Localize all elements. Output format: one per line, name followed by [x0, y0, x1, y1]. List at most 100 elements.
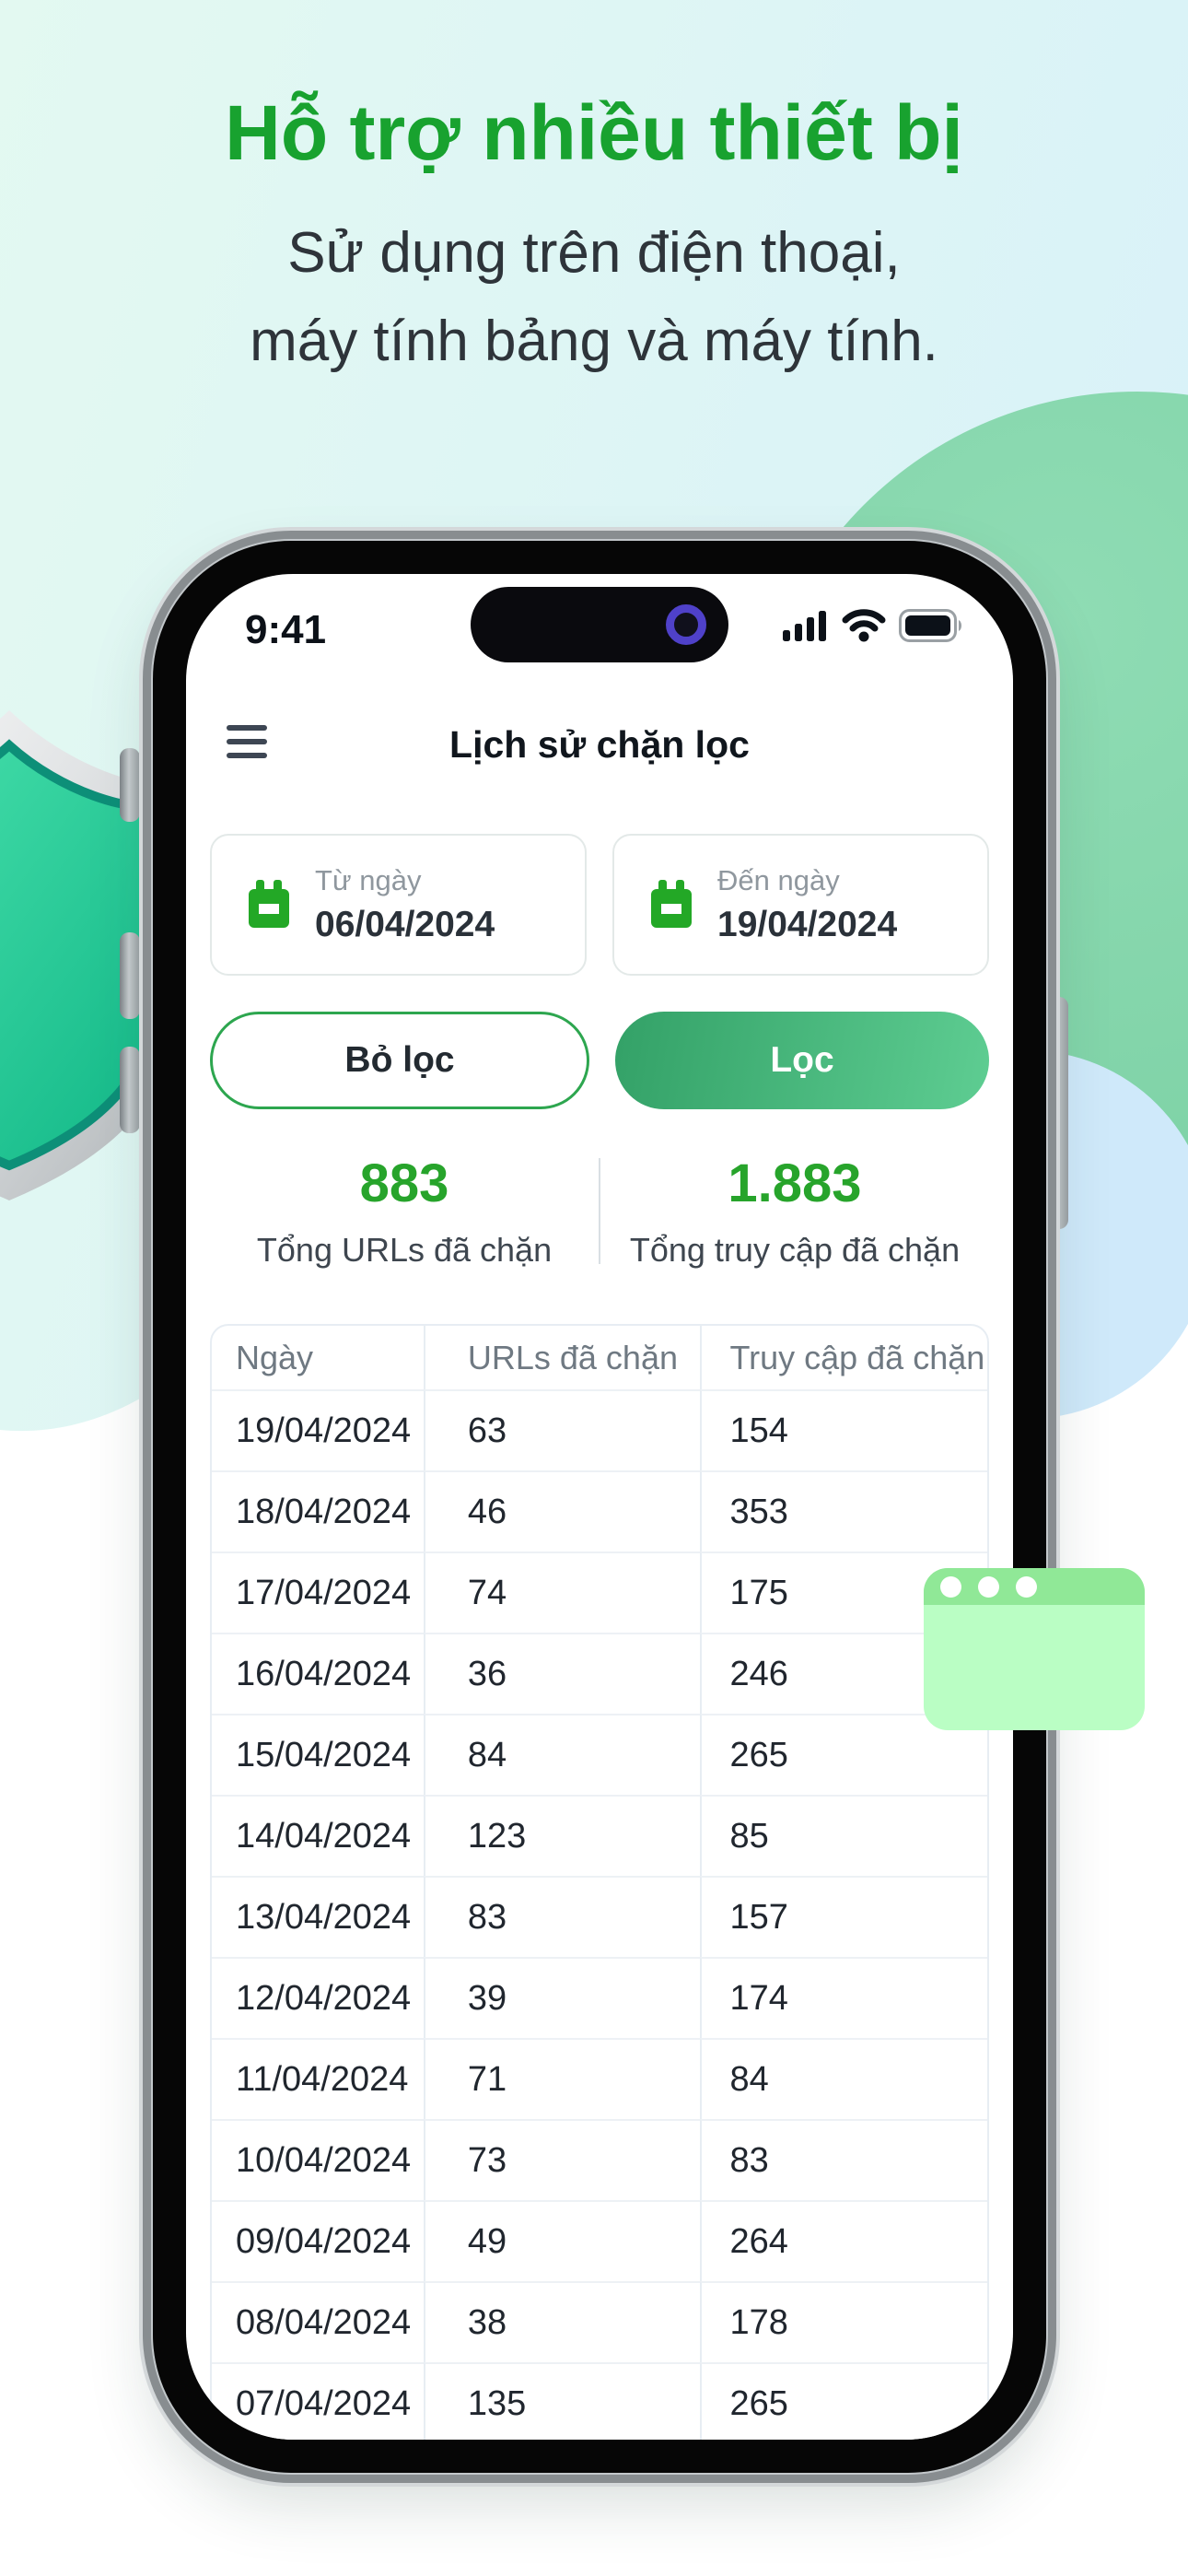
cell-urls-blocked: 123	[423, 1795, 701, 1876]
calendar-icon	[249, 880, 289, 928]
stat-divider	[599, 1158, 600, 1264]
front-camera-icon	[666, 604, 706, 645]
cell-urls-blocked: 74	[423, 1551, 701, 1633]
cell-urls-blocked: 83	[423, 1876, 701, 1957]
to-date-field[interactable]: Đến ngày 19/04/2024	[612, 834, 989, 976]
blocked-visits-count: 1.883	[728, 1153, 862, 1213]
signal-icon	[783, 611, 826, 641]
table-row: 16/04/2024 36 246	[212, 1633, 987, 1714]
blocked-visits-label: Tổng truy cập đã chặn	[629, 1231, 961, 1269]
cell-visits-blocked: 84	[700, 2038, 987, 2119]
hamburger-menu-icon[interactable]	[227, 725, 267, 758]
cell-visits-blocked: 157	[700, 1876, 987, 1957]
cell-visits-blocked: 83	[700, 2119, 987, 2200]
dynamic-island	[471, 587, 728, 662]
browser-window-icon	[924, 1568, 1145, 1730]
table-row: 19/04/2024 63 154	[212, 1389, 987, 1470]
cell-visits-blocked: 265	[700, 1714, 987, 1795]
cell-date: 19/04/2024	[212, 1389, 424, 1470]
hero-section: Hỗ trợ nhiều thiết bị Sử dụng trên điện …	[0, 88, 1188, 386]
cell-visits-blocked: 174	[700, 1957, 987, 2038]
blocked-urls-label: Tổng URLs đã chặn	[256, 1231, 553, 1269]
column-header-visits: Truy cập đã chặn	[700, 1326, 987, 1389]
blocked-visits-stat: 1.883 Tổng truy cập đã chặn	[600, 1153, 989, 1270]
column-header-date: Ngày	[236, 1338, 314, 1376]
cell-date: 11/04/2024	[212, 2038, 424, 2119]
table-row: 18/04/2024 46 353	[212, 1470, 987, 1551]
power-button	[1048, 997, 1068, 1229]
cell-visits-blocked: 246	[700, 1633, 987, 1714]
cell-date: 14/04/2024	[212, 1795, 424, 1876]
table-row: 13/04/2024 83 157	[212, 1876, 987, 1957]
to-date-value: 19/04/2024	[717, 905, 898, 944]
cell-date: 13/04/2024	[212, 1876, 424, 1957]
cell-urls-blocked: 49	[423, 2200, 701, 2281]
status-time: 9:41	[245, 607, 327, 652]
cell-urls-blocked: 84	[423, 1714, 701, 1795]
table-row: 12/04/2024 39 174	[212, 1957, 987, 2038]
cell-visits-blocked: 154	[700, 1389, 987, 1470]
volume-down-button	[120, 1047, 140, 1133]
from-date-value: 06/04/2024	[315, 905, 495, 944]
cell-visits-blocked: 175	[700, 1551, 987, 1633]
phone-mockup: 9:41	[153, 541, 1046, 2473]
column-header-urls: URLs đã chặn	[423, 1326, 701, 1389]
cell-urls-blocked: 73	[423, 2119, 701, 2200]
table-row: 10/04/2024 73 83	[212, 2119, 987, 2200]
table-row: 08/04/2024 38 178	[212, 2281, 987, 2362]
nav-header: Lịch sử chặn lọc	[186, 712, 1013, 777]
cell-date: 12/04/2024	[212, 1957, 424, 2038]
cell-date: 09/04/2024	[212, 2200, 424, 2281]
to-date-label: Đến ngày	[717, 864, 840, 896]
table-row: 14/04/2024 123 85	[212, 1795, 987, 1876]
cell-date: 07/04/2024	[212, 2362, 424, 2440]
cell-visits-blocked: 85	[700, 1795, 987, 1876]
volume-up-button	[120, 932, 140, 1019]
hero-subtitle-line1: Sử dụng trên điện thoại,	[287, 221, 901, 285]
cell-visits-blocked: 265	[700, 2362, 987, 2440]
window-dot-icon	[978, 1575, 999, 1598]
table-row: 15/04/2024 84 265	[212, 1714, 987, 1795]
blocked-urls-count: 883	[359, 1153, 449, 1213]
cell-urls-blocked: 39	[423, 1957, 701, 2038]
from-date-field[interactable]: Từ ngày 06/04/2024	[210, 834, 587, 976]
history-table: Ngày URLs đã chặn Truy cập đã chặn 19/04…	[210, 1324, 989, 2440]
cell-urls-blocked: 63	[423, 1389, 701, 1470]
cell-urls-blocked: 38	[423, 2281, 701, 2362]
browser-window-titlebar	[924, 1568, 1145, 1605]
date-filter-row: Từ ngày 06/04/2024 Đến ngày 19/04/2024	[210, 834, 989, 976]
table-body: 19/04/2024 63 154 18/04/2024 46 353 17/0…	[212, 1389, 987, 2440]
window-dot-icon	[1016, 1575, 1037, 1598]
clear-filter-button[interactable]: Bỏ lọc	[210, 1012, 589, 1109]
calendar-icon	[651, 880, 692, 928]
wifi-icon	[842, 609, 886, 642]
cell-date: 17/04/2024	[212, 1551, 424, 1633]
cell-date: 16/04/2024	[212, 1633, 424, 1714]
cell-visits-blocked: 178	[700, 2281, 987, 2362]
battery-icon	[899, 609, 961, 642]
hero-title: Hỗ trợ nhiều thiết bị	[225, 89, 963, 176]
cell-date: 10/04/2024	[212, 2119, 424, 2200]
table-row: 09/04/2024 49 264	[212, 2200, 987, 2281]
apply-filter-button[interactable]: Lọc	[615, 1012, 989, 1109]
cell-date: 15/04/2024	[212, 1714, 424, 1795]
blocked-urls-stat: 883 Tổng URLs đã chặn	[210, 1153, 599, 1270]
page-title: Lịch sử chặn lọc	[449, 723, 750, 766]
cell-visits-blocked: 353	[700, 1470, 987, 1551]
cell-date: 08/04/2024	[212, 2281, 424, 2362]
table-row: 17/04/2024 74 175	[212, 1551, 987, 1633]
cell-urls-blocked: 71	[423, 2038, 701, 2119]
table-row: 11/04/2024 71 84	[212, 2038, 987, 2119]
mute-switch	[120, 748, 140, 822]
filter-buttons-row: Bỏ lọc Lọc	[210, 1012, 989, 1109]
table-header-row: Ngày URLs đã chặn Truy cập đã chặn	[212, 1326, 987, 1389]
hero-subtitle: Sử dụng trên điện thoại, máy tính bảng v…	[0, 209, 1188, 386]
summary-stats: 883 Tổng URLs đã chặn 1.883 Tổng truy cậ…	[210, 1153, 989, 1270]
cell-urls-blocked: 135	[423, 2362, 701, 2440]
cell-visits-blocked: 264	[700, 2200, 987, 2281]
from-date-label: Từ ngày	[315, 864, 422, 896]
window-dot-icon	[940, 1575, 961, 1598]
cell-urls-blocked: 46	[423, 1470, 701, 1551]
cell-urls-blocked: 36	[423, 1633, 701, 1714]
